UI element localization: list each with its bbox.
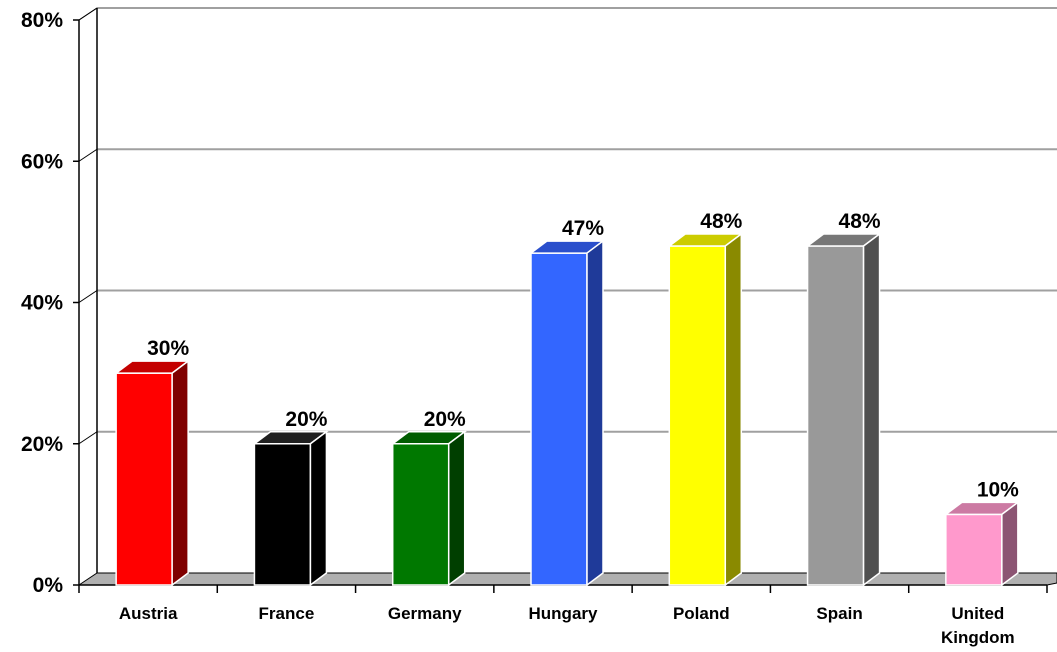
- bar-france: [252, 430, 329, 587]
- gridline-diagonal: [78, 290, 98, 303]
- data-label: 20%: [285, 408, 327, 431]
- bar-front: [945, 513, 1003, 586]
- bar-spain: [805, 232, 882, 587]
- x-tick-label: Hungary: [529, 604, 599, 623]
- x-tick-label: Spain: [816, 604, 862, 623]
- x-tick-label: United: [951, 604, 1004, 623]
- bar-front: [668, 245, 727, 586]
- bar-hungary: [528, 239, 606, 587]
- bar-front: [530, 252, 588, 586]
- y-tick-label: 40%: [21, 292, 63, 315]
- data-label: 48%: [700, 210, 742, 233]
- bar-united-kingdom: [943, 500, 1021, 587]
- y-axis-tick-labels: 0% 20% 40% 60% 80%: [21, 9, 63, 597]
- bar-front: [806, 245, 865, 586]
- bar-front: [391, 443, 450, 586]
- y-tick-label: 0%: [33, 574, 64, 597]
- bar-side: [724, 232, 743, 587]
- bar-front: [253, 443, 312, 586]
- y-tick-label: 60%: [21, 150, 63, 173]
- bar-side: [1001, 500, 1019, 587]
- gridline-diagonal: [78, 148, 98, 162]
- data-label: 10%: [977, 478, 1019, 501]
- bar-austria: [113, 359, 191, 587]
- x-tick-label: Germany: [388, 604, 462, 623]
- bar-side: [447, 430, 466, 587]
- bar-germany: [390, 430, 467, 587]
- bar-side: [309, 430, 328, 587]
- x-tick-label: France: [259, 604, 315, 623]
- data-label: 30%: [147, 337, 189, 360]
- bar-front: [115, 372, 173, 586]
- data-label: 48%: [839, 210, 881, 233]
- x-tick-label: Poland: [673, 604, 730, 623]
- bars: [113, 232, 1021, 587]
- gridline-diagonal: [78, 431, 98, 445]
- data-labels: 30% 20% 20% 47% 48% 48% 10%: [147, 210, 1019, 501]
- x-axis-tick-labels: Austria France Germany Hungary Poland Spain Un…: [119, 604, 1015, 647]
- x-tick-label: Austria: [119, 604, 178, 623]
- data-label: 47%: [562, 217, 604, 240]
- data-label: 20%: [424, 408, 466, 431]
- bar-side: [171, 359, 189, 587]
- y-axis-top-edge: [78, 7, 98, 21]
- y-tick-label: 80%: [21, 9, 63, 32]
- bar-side: [586, 239, 604, 587]
- y-tick-label: 20%: [21, 433, 63, 456]
- bar-side: [862, 232, 881, 587]
- x-tick-label: Kingdom: [941, 628, 1015, 647]
- bar-poland: [667, 232, 744, 587]
